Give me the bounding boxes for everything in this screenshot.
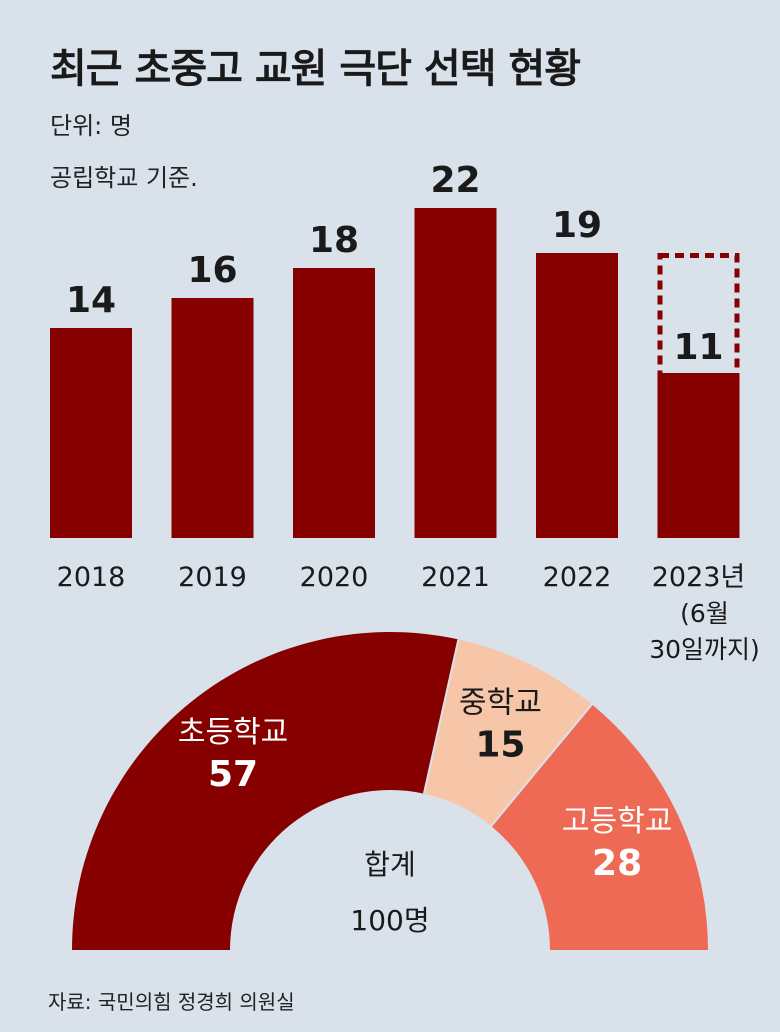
bar-2022 [536,253,618,538]
x-tick-label: 2019 [178,562,247,593]
bar-2021 [414,208,497,538]
donut-center-label: 합계 [364,848,416,881]
bar-2018 [50,328,132,538]
bar-2023년 [657,373,740,538]
bar-2019 [171,298,254,538]
donut-slice-1 [72,631,460,950]
bar-chart: 14 2018 16 2019 18 2020 22 2021 19 2022 11 2023년 (6월… [50,160,760,664]
bar-value-label: 16 [187,250,237,291]
basis-note: 공립학교 기준. [50,164,198,192]
x-tick-label: 2023년 [652,562,746,593]
source-note: 자료: 국민의힘 정경희 의원실 [48,990,295,1014]
unit-note: 단위: 명 [50,112,132,140]
x-tick-note: 30일까지) [649,635,760,664]
donut-slice-2 [424,639,593,827]
slice-value: 15 [475,725,525,766]
x-tick-label: 2022 [543,562,612,593]
donut-chart: 초등학교 57 중학교 15 고등학교 28 합계 100명 [72,631,708,950]
bar-value-label: 19 [552,205,602,246]
bar-value-label: 18 [309,220,359,261]
slice-label: 중학교 [459,686,542,721]
slice-label: 고등학교 [562,804,672,839]
bar-value-label: 14 [66,280,116,321]
x-tick-label: 2018 [57,562,126,593]
projected-bar-outline [657,253,740,378]
donut-center-total: 100명 [350,904,429,937]
x-tick-note: (6월 [680,599,729,628]
x-tick-label: 2021 [421,562,490,593]
slice-value: 57 [208,754,258,795]
x-tick-label: 2020 [300,562,369,593]
slice-value: 28 [592,843,642,884]
chart-title: 최근 초중고 교원 극단 선택 현황 [50,46,581,92]
bar-value-label: 22 [430,160,480,201]
bar-value-label: 11 [673,327,723,368]
bar-2020 [293,268,375,538]
donut-slice-3 [491,704,708,950]
slice-label: 초등학교 [178,715,288,750]
